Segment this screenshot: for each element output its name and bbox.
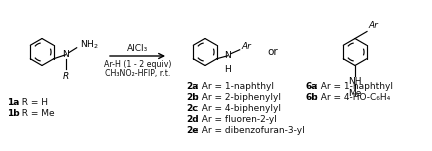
Text: Ar: Ar (241, 42, 251, 51)
Text: or: or (268, 47, 278, 57)
Text: R: R (63, 72, 69, 81)
Text: H: H (224, 65, 231, 74)
Text: 2e: 2e (186, 126, 198, 135)
Text: AlCl₃: AlCl₃ (127, 44, 148, 53)
Text: : Ar = 1-naphthyl: : Ar = 1-naphthyl (315, 82, 393, 91)
Text: 2a: 2a (186, 82, 198, 91)
Text: 6a: 6a (305, 82, 318, 91)
Text: : Ar = fluoren-2-yl: : Ar = fluoren-2-yl (196, 115, 277, 124)
Text: N: N (62, 50, 69, 59)
Text: 6b: 6b (305, 93, 318, 102)
Text: 2d: 2d (186, 115, 199, 124)
Text: : Ar = 4-biphenylyl: : Ar = 4-biphenylyl (196, 104, 281, 113)
Text: CH₃NO₂-HFIP, r.t.: CH₃NO₂-HFIP, r.t. (105, 69, 170, 78)
Text: N: N (224, 51, 231, 60)
Text: : Ar = 4-HO-C₆H₄: : Ar = 4-HO-C₆H₄ (315, 93, 390, 102)
Text: : R = H: : R = H (16, 98, 48, 107)
Text: : Ar = 2-biphenylyl: : Ar = 2-biphenylyl (196, 93, 281, 102)
Text: 1a: 1a (7, 98, 19, 107)
Text: Ar-H (1 - 2 equiv): Ar-H (1 - 2 equiv) (104, 60, 171, 69)
Text: NH$_2$: NH$_2$ (79, 39, 98, 51)
Text: : Ar = dibenzofuran-3-yl: : Ar = dibenzofuran-3-yl (196, 126, 305, 135)
Text: NH: NH (348, 77, 362, 85)
Text: 2c: 2c (186, 104, 197, 113)
Text: 2b: 2b (186, 93, 199, 102)
Text: : R = Me: : R = Me (16, 109, 54, 118)
Text: 1b: 1b (7, 109, 19, 118)
Text: Me: Me (348, 88, 362, 98)
Text: Ar: Ar (368, 21, 378, 31)
Text: : Ar = 1-naphthyl: : Ar = 1-naphthyl (196, 82, 274, 91)
